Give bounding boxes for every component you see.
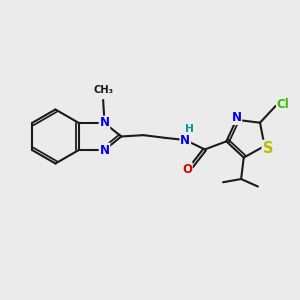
Text: S: S	[262, 141, 273, 156]
Text: O: O	[182, 163, 192, 176]
Text: CH₃: CH₃	[93, 85, 113, 95]
Text: N: N	[100, 143, 110, 157]
Text: N: N	[180, 134, 190, 146]
Text: Cl: Cl	[277, 98, 290, 111]
Text: H: H	[185, 124, 194, 134]
Text: N: N	[231, 111, 242, 124]
Text: N: N	[100, 116, 110, 130]
